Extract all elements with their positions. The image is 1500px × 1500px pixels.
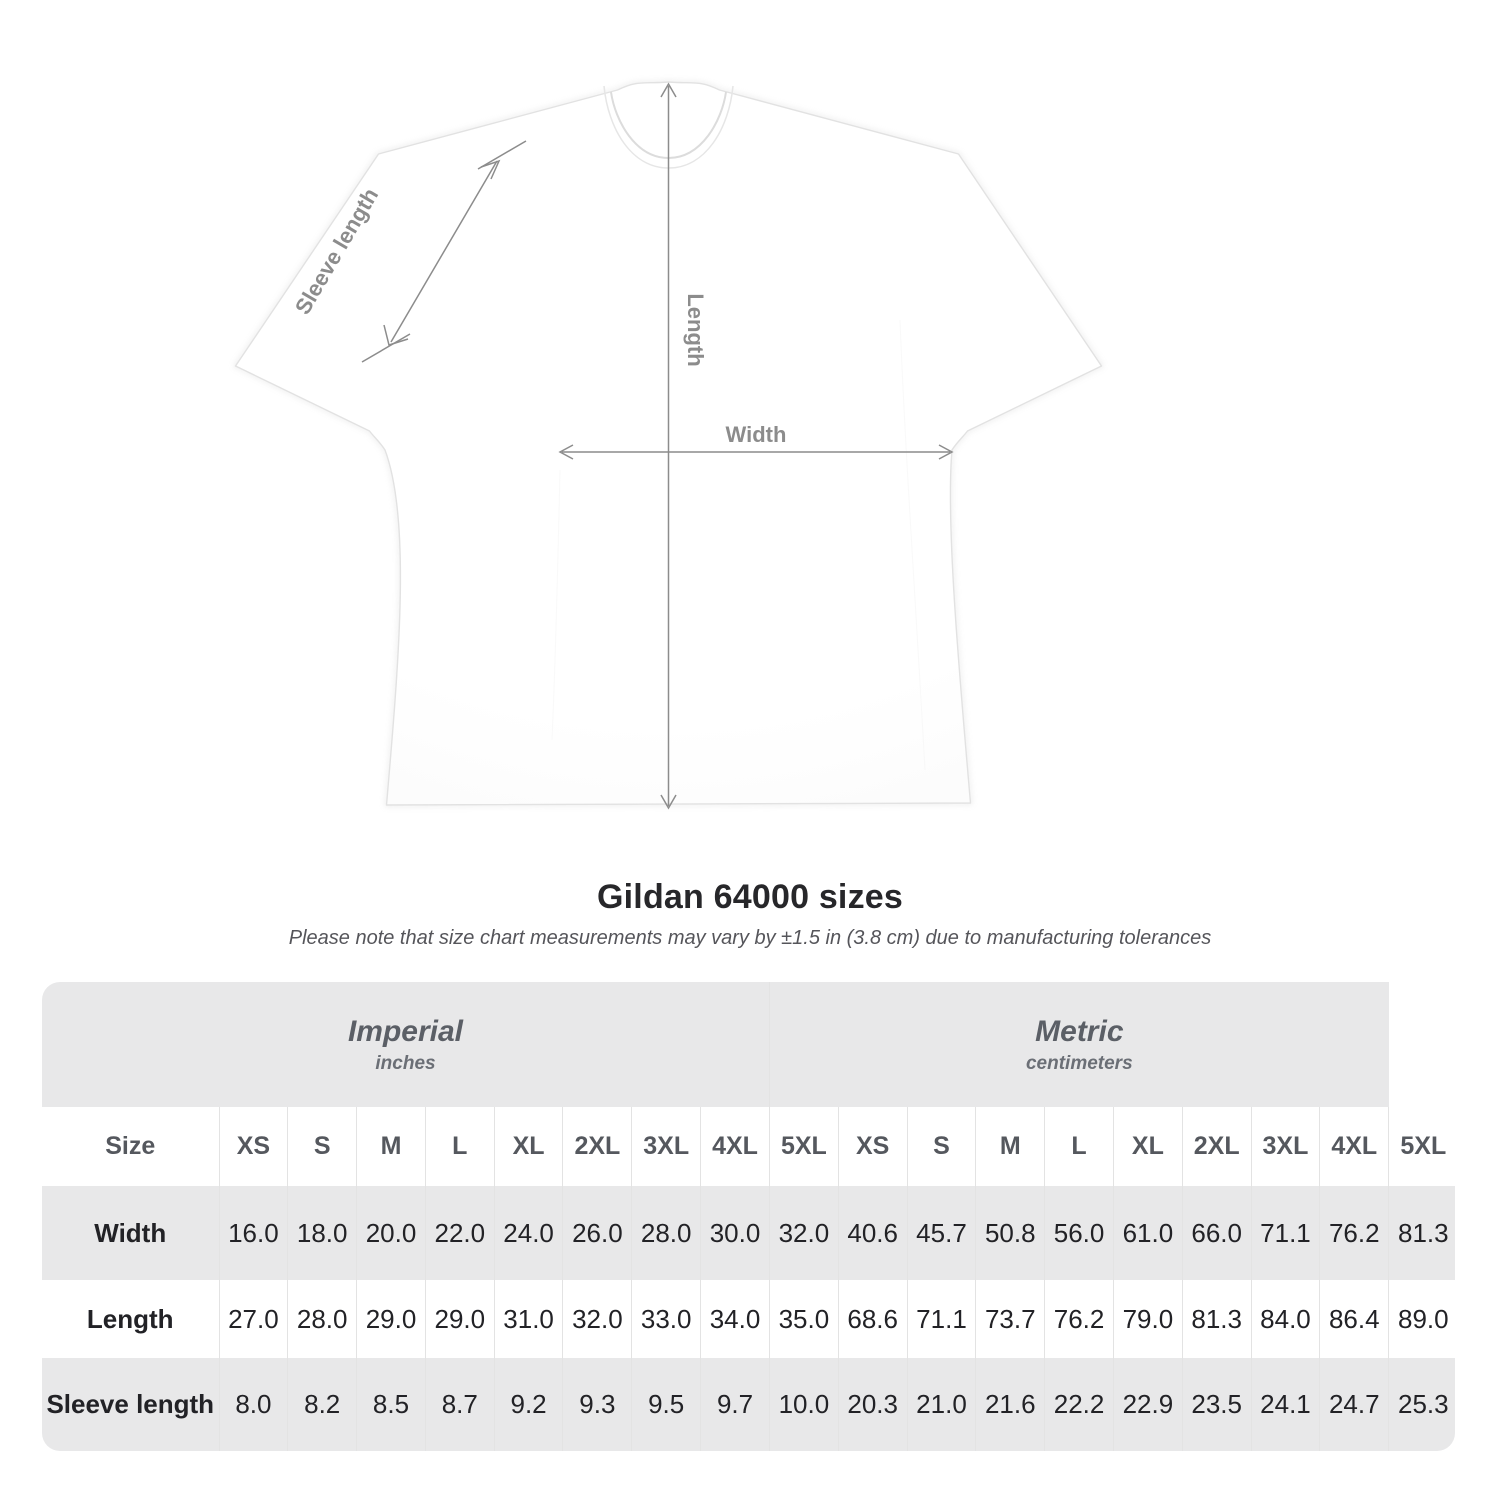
svg-text:Width: Width bbox=[726, 422, 787, 447]
svg-text:Length: Length bbox=[683, 293, 708, 366]
